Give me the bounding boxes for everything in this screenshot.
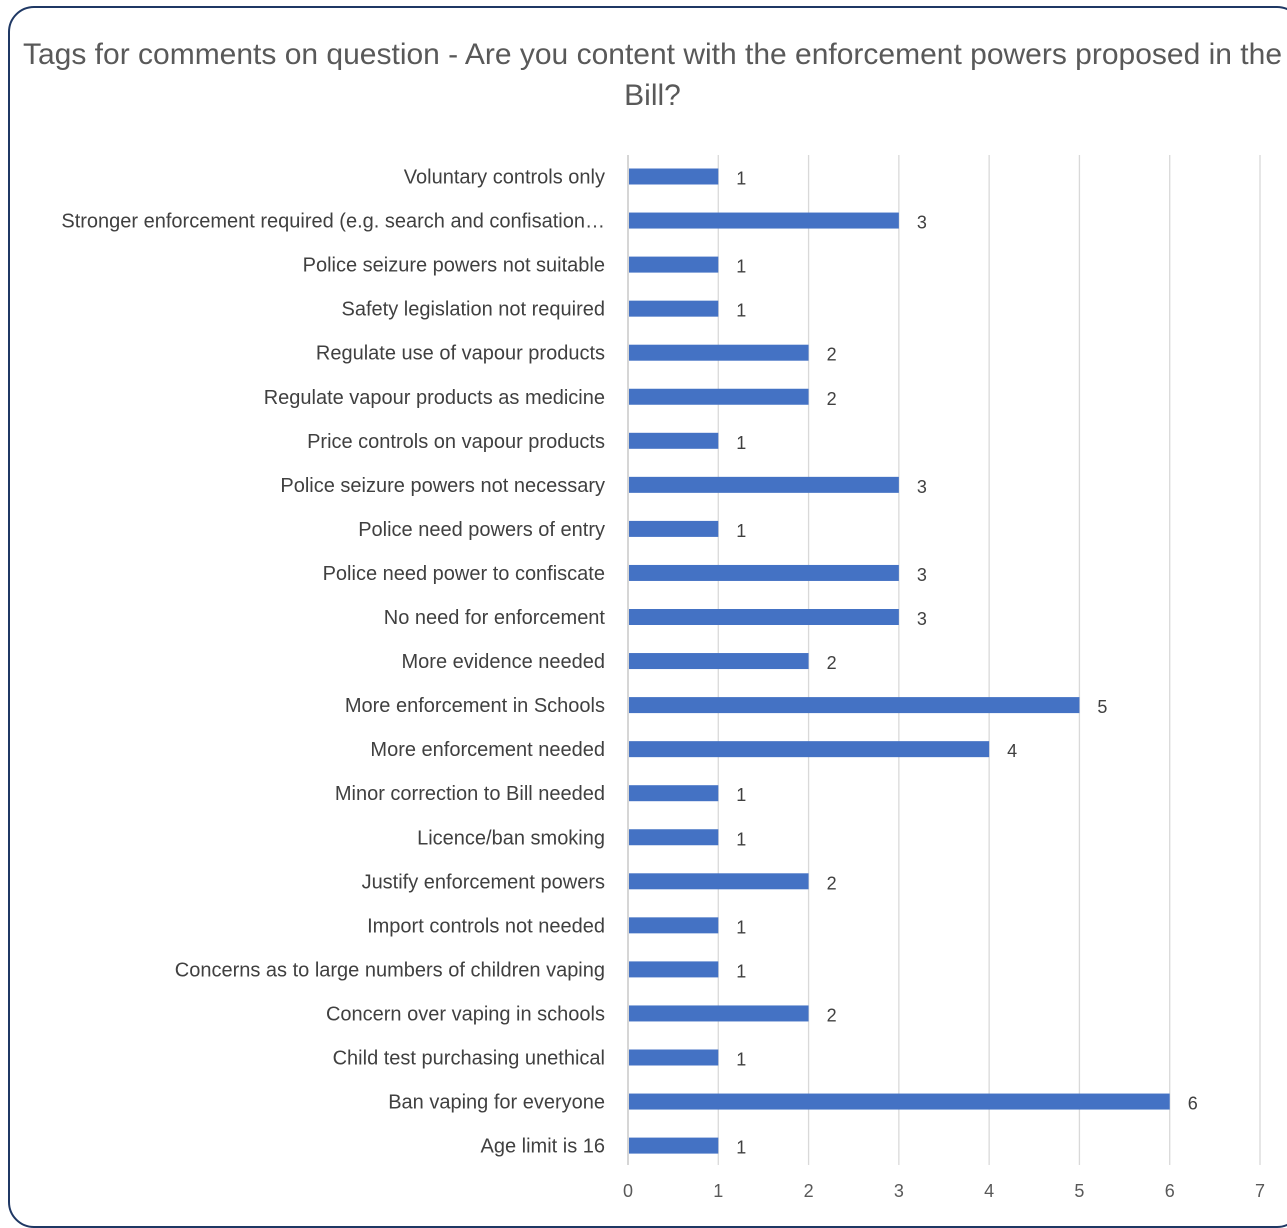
bar [629, 609, 899, 625]
category-label: Police seizure powers not suitable [303, 255, 605, 277]
category-label: Justify enforcement powers [362, 871, 605, 893]
bar [629, 961, 719, 978]
data-label: 2 [827, 1005, 837, 1025]
category-label: Voluntary controls only [404, 167, 605, 189]
bar [629, 785, 719, 802]
x-tick-label: 7 [1255, 1181, 1265, 1201]
bar [629, 168, 719, 185]
category-label: Stronger enforcement required (e.g. sear… [61, 211, 605, 233]
data-label: 1 [736, 169, 746, 189]
data-label: 3 [917, 565, 927, 585]
data-label: 6 [1188, 1094, 1198, 1114]
data-label: 1 [736, 829, 746, 849]
category-label: Police need power to confiscate [323, 563, 605, 585]
category-label: Police seizure powers not necessary [280, 475, 605, 497]
category-label: Safety legislation not required [342, 299, 606, 321]
bar [629, 256, 719, 273]
x-tick-label: 2 [804, 1181, 814, 1201]
bar [629, 388, 809, 405]
x-tick-label: 0 [623, 1181, 633, 1201]
data-label: 1 [736, 785, 746, 805]
data-label: 1 [736, 1050, 746, 1070]
data-label: 3 [917, 609, 927, 629]
data-label: 2 [827, 873, 837, 893]
data-label: 1 [736, 521, 746, 541]
category-label: Price controls on vapour products [307, 431, 605, 453]
category-label: Regulate vapour products as medicine [264, 387, 605, 409]
category-label: Minor correction to Bill needed [335, 783, 605, 805]
x-tick-label: 6 [1165, 1181, 1175, 1201]
category-label: Import controls not needed [367, 915, 605, 937]
bar [629, 212, 899, 229]
category-label: No need for enforcement [384, 607, 606, 629]
data-label: 1 [736, 433, 746, 453]
data-label: 2 [827, 345, 837, 365]
category-label: More enforcement in Schools [345, 695, 605, 717]
bar [629, 564, 899, 581]
bar [629, 1093, 1170, 1110]
category-label: Age limit is 16 [481, 1136, 606, 1158]
bar [629, 653, 809, 670]
data-label: 2 [827, 653, 837, 673]
bar [629, 917, 719, 934]
category-label: Concern over vaping in schools [326, 1003, 605, 1025]
data-label: 2 [827, 389, 837, 409]
bar [629, 344, 809, 361]
bar [629, 1049, 719, 1066]
data-label: 1 [736, 257, 746, 277]
data-label: 1 [736, 961, 746, 981]
data-label: 1 [736, 301, 746, 321]
bar [629, 1137, 719, 1154]
x-tick-label: 3 [894, 1181, 904, 1201]
x-tick-label: 1 [713, 1181, 723, 1201]
x-tick-label: 4 [984, 1181, 994, 1201]
data-label: 3 [917, 477, 927, 497]
data-label: 1 [736, 1138, 746, 1158]
bar [629, 1005, 809, 1022]
category-label: Child test purchasing unethical [333, 1048, 605, 1070]
category-label: Police need powers of entry [358, 519, 605, 541]
data-label: 3 [917, 213, 927, 233]
category-label: Regulate use of vapour products [316, 343, 605, 365]
bar [629, 697, 1080, 714]
data-label: 4 [1007, 741, 1017, 761]
bar [629, 873, 809, 890]
data-label: 5 [1097, 697, 1107, 717]
category-label: Concerns as to large numbers of children… [175, 959, 605, 981]
bar [629, 300, 719, 317]
category-label: More enforcement needed [370, 739, 605, 761]
chart-title: Tags for comments on question - Are you … [22, 38, 1283, 112]
bar [629, 432, 719, 449]
category-label: More evidence needed [402, 651, 605, 673]
x-tick-label: 5 [1074, 1181, 1084, 1201]
bar [629, 520, 719, 537]
bar [629, 741, 990, 758]
bar [629, 829, 719, 846]
category-label: Ban vaping for everyone [388, 1092, 605, 1114]
category-label: Licence/ban smoking [417, 827, 605, 849]
bar [629, 476, 899, 493]
data-label: 1 [736, 917, 746, 937]
